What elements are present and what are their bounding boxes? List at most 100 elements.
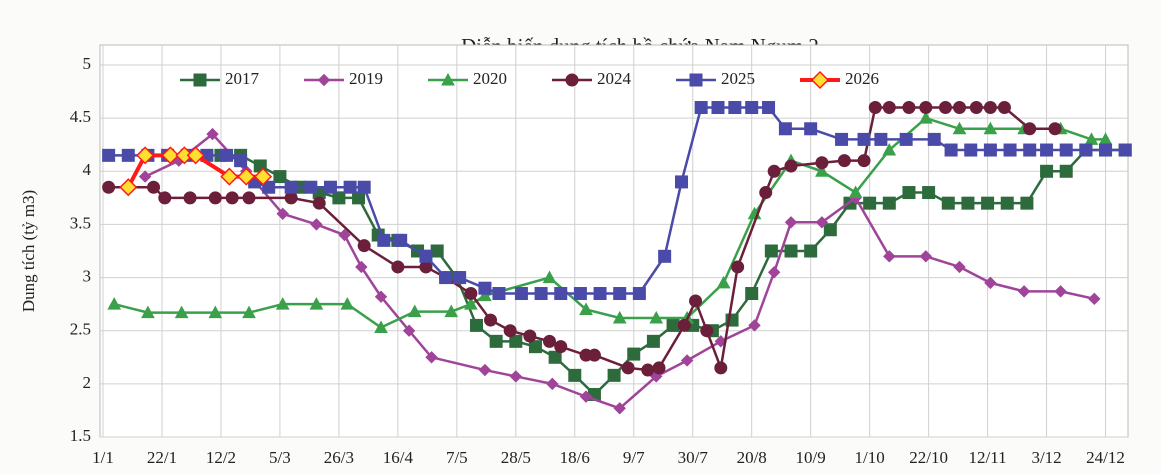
data-point (554, 340, 568, 354)
x-tick-label: 24/12 (1086, 448, 1125, 467)
data-point (444, 304, 459, 318)
data-point (489, 334, 503, 348)
data-point (649, 310, 664, 324)
data-point (652, 361, 666, 375)
legend-label: 2019 (349, 69, 383, 88)
data-point (919, 250, 933, 263)
x-tick-label: 26/3 (324, 448, 354, 467)
data-point (312, 196, 326, 210)
legend-label: 2020 (473, 69, 507, 88)
data-point (902, 186, 916, 200)
data-point (309, 297, 324, 310)
data-point (546, 377, 559, 391)
x-tick-label: 16/4 (383, 448, 414, 467)
data-point (543, 334, 557, 348)
data-point (868, 101, 882, 115)
data-point (377, 233, 391, 247)
data-point (284, 180, 298, 194)
data-point (764, 244, 778, 258)
data-point (767, 266, 781, 279)
data-point (464, 297, 478, 310)
data-point (407, 304, 422, 318)
data-point (121, 148, 135, 162)
data-point (275, 297, 290, 310)
data-point (612, 310, 627, 324)
data-point (680, 354, 694, 367)
data-point (1059, 143, 1073, 157)
legend-label: 2025 (721, 69, 755, 88)
data-point (579, 390, 593, 403)
data-point (509, 334, 523, 348)
x-tick-label: 12/2 (206, 448, 236, 467)
data-point (1023, 143, 1037, 157)
x-tick-label: 1/1 (92, 448, 114, 467)
data-point (355, 260, 368, 274)
data-point (242, 305, 256, 319)
x-tick-label: 5/3 (269, 448, 291, 467)
legend-marker (317, 73, 331, 87)
data-point (815, 156, 829, 170)
data-point (953, 101, 967, 115)
legend-marker (689, 73, 703, 87)
data-point (969, 101, 983, 115)
data-point (439, 271, 453, 285)
data-point (469, 318, 483, 332)
data-point (102, 148, 116, 162)
data-point (922, 186, 936, 200)
data-point (208, 191, 222, 205)
data-point (568, 368, 582, 382)
data-point (964, 143, 978, 157)
data-point (1088, 292, 1101, 306)
data-point (899, 132, 913, 146)
data-point (1099, 143, 1113, 157)
data-point (863, 196, 877, 210)
data-point (613, 287, 627, 301)
x-tick-label: 20/8 (737, 448, 767, 467)
data-point (254, 167, 273, 186)
data-point (848, 185, 863, 199)
data-point (748, 319, 761, 332)
data-point (728, 101, 742, 115)
data-point (147, 180, 161, 194)
data-point (694, 101, 708, 115)
data-point (784, 216, 798, 229)
data-point (183, 191, 197, 205)
x-tick-label: 30/7 (678, 448, 709, 467)
data-point (220, 167, 239, 186)
data-point (714, 361, 728, 375)
legend-marker (441, 72, 455, 86)
data-point (983, 121, 998, 135)
data-point (835, 132, 849, 146)
data-point (186, 146, 205, 165)
data-point (554, 287, 568, 301)
data-point (332, 191, 346, 205)
data-point (225, 191, 239, 205)
data-point (952, 121, 967, 135)
data-point (161, 146, 180, 165)
data-point (338, 228, 351, 242)
data-point (815, 164, 829, 177)
data-point (242, 191, 256, 205)
data-point (402, 324, 416, 337)
y-tick-label: 3.5 (70, 213, 91, 232)
data-point (206, 127, 219, 141)
data-point (579, 302, 593, 315)
data-point (208, 305, 223, 319)
y-tick-label: 1.5 (70, 426, 91, 445)
data-point (981, 196, 995, 210)
data-point (902, 101, 916, 115)
data-point (677, 318, 691, 332)
legend-label: 2026 (845, 69, 879, 88)
data-point (1040, 164, 1054, 178)
data-point (425, 351, 438, 364)
data-point (953, 260, 966, 274)
data-point (220, 148, 234, 162)
data-point (857, 154, 871, 168)
data-point (1040, 143, 1054, 157)
data-point (745, 287, 759, 301)
data-point (689, 294, 703, 308)
x-tick-label: 7/5 (446, 448, 468, 467)
x-tick-label: 18/6 (560, 448, 590, 467)
